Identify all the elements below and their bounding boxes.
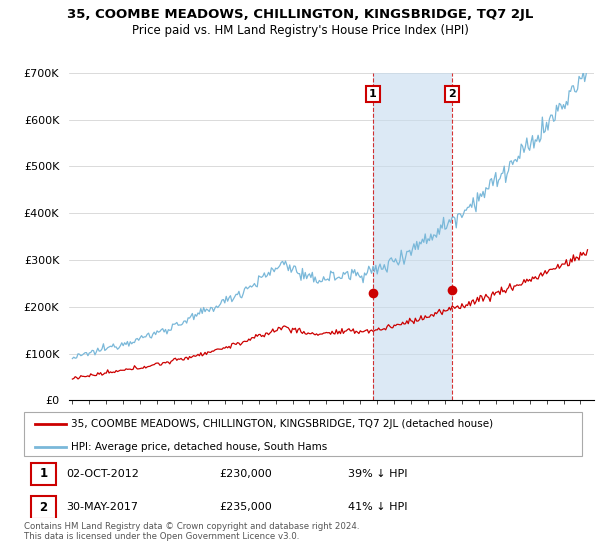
Text: 2: 2	[39, 501, 47, 514]
Text: £230,000: £230,000	[220, 469, 272, 479]
Text: 41% ↓ HPI: 41% ↓ HPI	[347, 502, 407, 512]
Text: Price paid vs. HM Land Registry's House Price Index (HPI): Price paid vs. HM Land Registry's House …	[131, 24, 469, 36]
Bar	[31, 463, 56, 485]
Text: 39% ↓ HPI: 39% ↓ HPI	[347, 469, 407, 479]
FancyBboxPatch shape	[24, 412, 582, 456]
Text: HPI: Average price, detached house, South Hams: HPI: Average price, detached house, Sout…	[71, 441, 328, 451]
Text: 30-MAY-2017: 30-MAY-2017	[66, 502, 138, 512]
Text: 1: 1	[369, 89, 377, 99]
Text: £235,000: £235,000	[220, 502, 272, 512]
Bar	[31, 496, 56, 519]
Text: 02-OCT-2012: 02-OCT-2012	[66, 469, 139, 479]
Text: 35, COOMBE MEADOWS, CHILLINGTON, KINGSBRIDGE, TQ7 2JL: 35, COOMBE MEADOWS, CHILLINGTON, KINGSBR…	[67, 8, 533, 21]
Text: 1: 1	[39, 468, 47, 480]
Text: Contains HM Land Registry data © Crown copyright and database right 2024.
This d: Contains HM Land Registry data © Crown c…	[24, 522, 359, 542]
Text: 35, COOMBE MEADOWS, CHILLINGTON, KINGSBRIDGE, TQ7 2JL (detached house): 35, COOMBE MEADOWS, CHILLINGTON, KINGSBR…	[71, 419, 494, 429]
Text: 2: 2	[448, 89, 456, 99]
